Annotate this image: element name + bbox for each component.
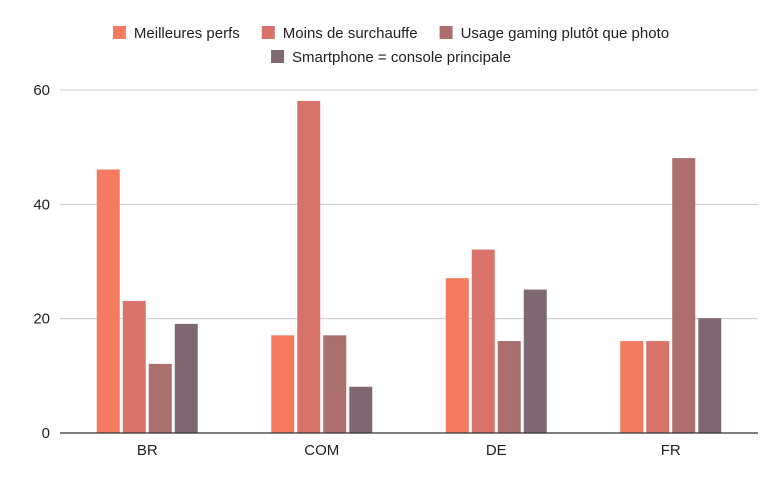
legend-swatch (112, 26, 126, 39)
legend-label: Usage gaming plutôt que photo (461, 25, 669, 42)
bar (349, 386, 373, 434)
x-tick-label: DE (486, 442, 507, 459)
x-tick-label: FR (661, 442, 681, 459)
y-tick-label: 0 (42, 425, 50, 442)
legend-label: Moins de surchauffe (283, 25, 418, 42)
bar (297, 100, 321, 434)
y-tick-label: 20 (33, 311, 50, 328)
y-axis-ticks: 0 20 40 60 (33, 82, 50, 442)
bar (271, 335, 295, 434)
bar (523, 289, 547, 434)
legend-swatch (271, 50, 285, 63)
bar (148, 363, 172, 434)
bars (96, 100, 722, 434)
legend-label: Smartphone = console principale (292, 49, 511, 66)
bar (646, 341, 670, 434)
bar (620, 341, 644, 434)
bar (96, 169, 120, 434)
gridlines (60, 89, 758, 320)
legend-label: Meilleures perfs (134, 25, 240, 42)
legend: Meilleures perfs Moins de surchauffe Usage… (112, 25, 669, 66)
legend-item: Moins de surchauffe (261, 25, 418, 42)
x-tick-label: COM (304, 442, 339, 459)
legend-item: Meilleures perfs (112, 25, 240, 42)
legend-swatch (439, 26, 453, 39)
legend-item: Smartphone = console principale (271, 49, 511, 66)
y-tick-label: 60 (33, 82, 50, 99)
legend-item: Usage gaming plutôt que photo (439, 25, 669, 42)
bar (174, 323, 198, 434)
y-tick-label: 40 (33, 196, 50, 213)
x-axis-ticks: BR COM DE FR (137, 442, 681, 459)
legend-swatch (261, 26, 275, 39)
bar (698, 318, 722, 434)
bar (471, 249, 495, 434)
bar (445, 278, 469, 434)
bar (672, 158, 696, 434)
bar (497, 341, 521, 434)
bar (323, 335, 347, 434)
bar (122, 301, 146, 434)
x-tick-label: BR (137, 442, 158, 459)
